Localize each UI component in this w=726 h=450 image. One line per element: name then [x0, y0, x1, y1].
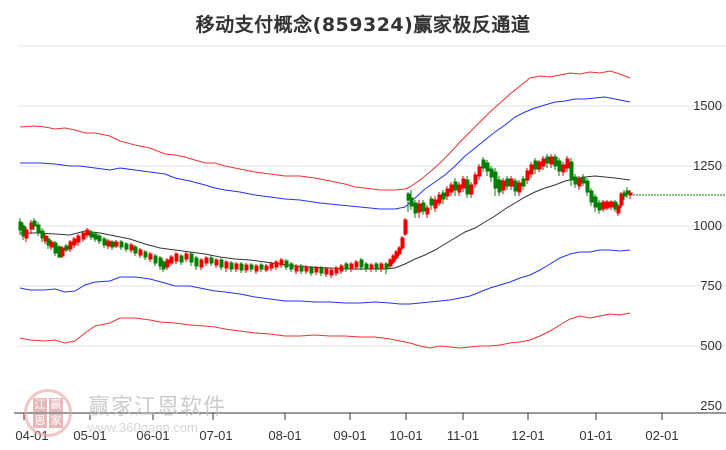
upper-outer-band	[19, 70, 631, 191]
x-tick-02-01: 02-01	[645, 428, 679, 443]
candlesticks	[18, 154, 633, 278]
lower-inner-band	[19, 249, 631, 305]
logo-char: 家	[49, 414, 63, 428]
x-tick-01-01: 01-01	[579, 428, 613, 443]
logo-char: 江	[33, 398, 47, 412]
watermark-name: 赢家江恩软件	[88, 395, 227, 420]
upper-inner-band	[20, 96, 631, 210]
watermark-url: www.360gann.com	[88, 420, 198, 435]
x-tick-10-01: 10-01	[389, 428, 423, 443]
watermark-logo-icon: 江 赢 恩 家	[24, 389, 72, 437]
y-tick-1500: 1500	[693, 98, 722, 113]
lower-outer-band	[19, 312, 631, 349]
y-tick-250: 250	[700, 398, 722, 413]
logo-char: 赢	[49, 398, 63, 412]
x-tick-12-01: 12-01	[511, 428, 545, 443]
y-tick-1000: 1000	[693, 218, 722, 233]
logo-char: 恩	[33, 414, 47, 428]
gridlines	[18, 45, 726, 347]
x-tick-05-01: 05-01	[73, 428, 107, 443]
middle-line	[20, 175, 631, 270]
chart-title: 移动支付概念(859324)赢家极反通道	[195, 14, 531, 36]
x-tick-07-01: 07-01	[199, 428, 233, 443]
x-tick-06-01: 06-01	[136, 428, 170, 443]
y-tick-1250: 1250	[693, 158, 722, 173]
y-tick-750: 750	[700, 278, 722, 293]
y-tick-500: 500	[700, 338, 722, 353]
x-tick-08-01: 08-01	[268, 428, 302, 443]
x-tick-09-01: 09-01	[333, 428, 367, 443]
x-tick-11-01: 11-01	[446, 428, 480, 443]
x-axis	[14, 412, 726, 420]
